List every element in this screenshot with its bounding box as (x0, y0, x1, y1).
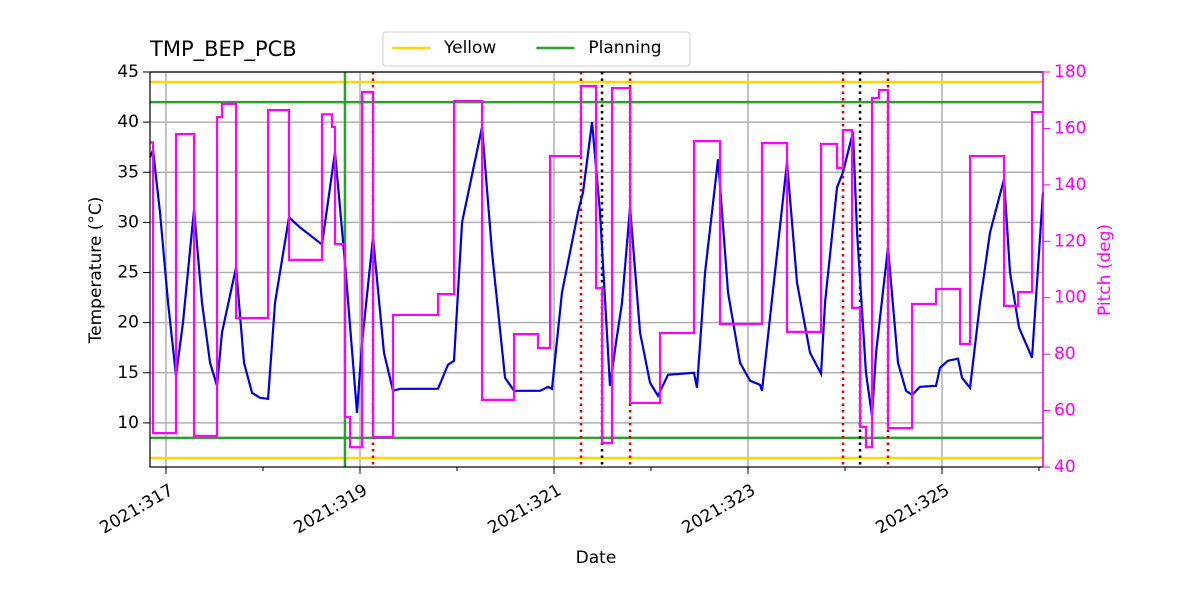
y2-tick-label: 100 (1054, 288, 1086, 308)
legend-label: Yellow (443, 38, 496, 58)
legend-label: Planning (588, 38, 661, 58)
y2-tick-label: 120 (1054, 231, 1086, 251)
y2-tick-label: 180 (1054, 62, 1086, 82)
y2-tick-label: 60 (1054, 401, 1076, 421)
y-tick-label: 25 (117, 263, 139, 283)
x-tick-label: 2021:325 (872, 480, 953, 538)
x-tick-label: 2021:323 (678, 480, 759, 538)
y-tick-label: 40 (117, 112, 139, 132)
y-tick-label: 45 (117, 62, 139, 82)
y2-tick-label: 40 (1054, 457, 1076, 477)
x-tick-label: 2021:317 (96, 480, 177, 538)
x-tick-label: 2021:319 (290, 480, 371, 538)
y2-tick-label: 160 (1054, 118, 1086, 138)
series-line (150, 85, 1043, 449)
y-tick-label: 30 (117, 212, 139, 232)
y-tick-label: 15 (117, 363, 139, 383)
y-tick-label: 20 (117, 313, 139, 333)
y-axis-label: Temperature (°C) (86, 197, 106, 345)
x-tick-label: 2021:321 (484, 480, 565, 538)
y2-tick-label: 80 (1054, 344, 1076, 364)
y2-tick-label: 140 (1054, 175, 1086, 195)
x-axis-label: Date (576, 548, 617, 568)
y2-axis-label: Pitch (deg) (1095, 224, 1115, 316)
y-tick-label: 35 (117, 162, 139, 182)
chart-title: TMP_BEP_PCB (149, 37, 297, 62)
series-line (148, 121, 1045, 417)
y-tick-label: 10 (117, 413, 139, 433)
